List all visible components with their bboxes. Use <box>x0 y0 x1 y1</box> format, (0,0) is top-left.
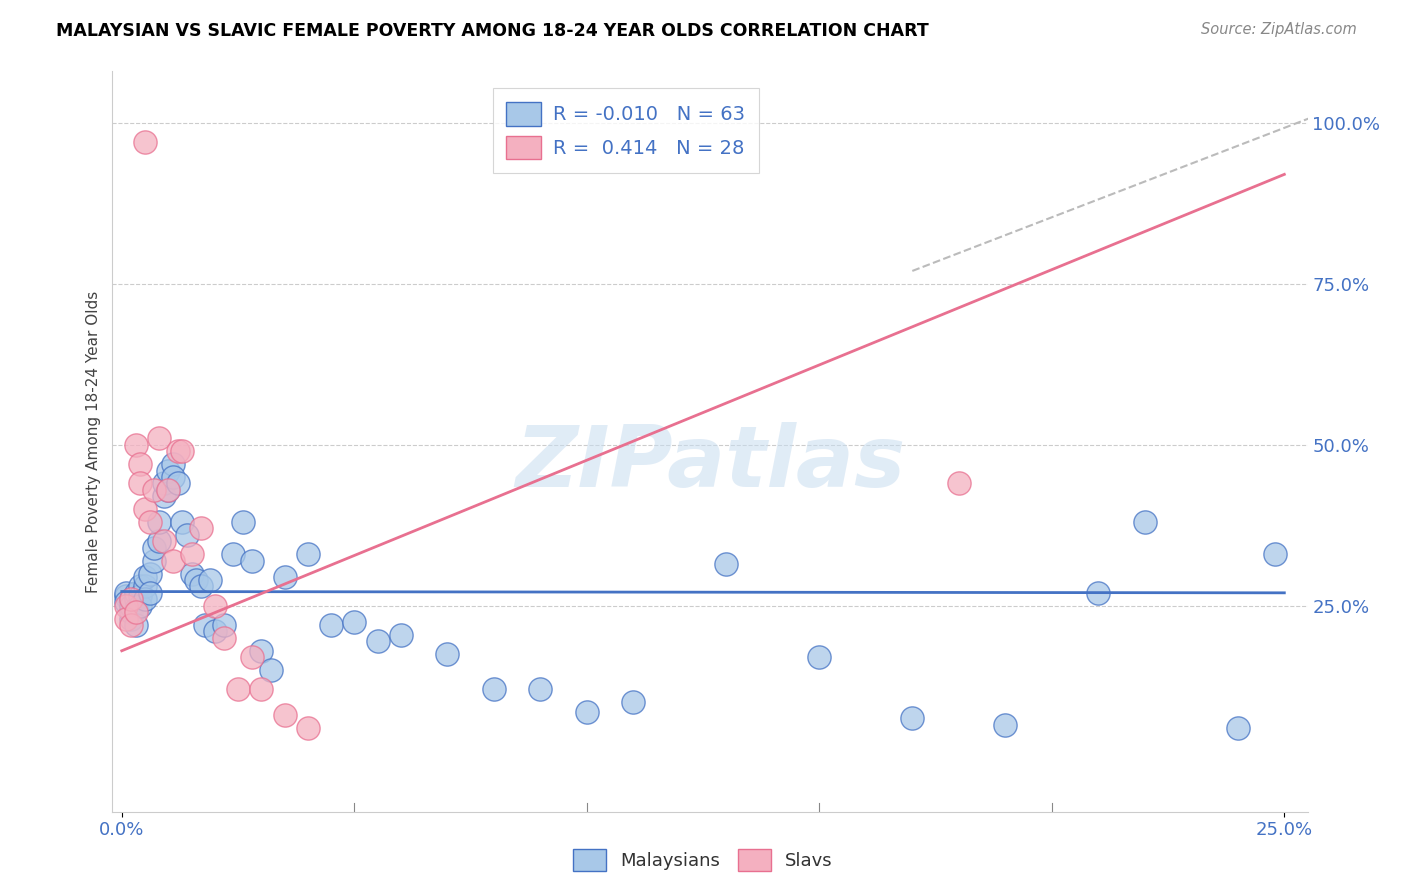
Point <box>273 570 295 584</box>
Point <box>994 718 1017 732</box>
Point <box>176 528 198 542</box>
Point <box>297 721 319 735</box>
Point <box>129 599 152 613</box>
Point <box>166 476 188 491</box>
Point <box>162 457 184 471</box>
Point <box>948 476 970 491</box>
Point <box>152 534 174 549</box>
Point <box>575 705 598 719</box>
Point <box>120 592 142 607</box>
Point <box>226 682 249 697</box>
Point <box>1133 515 1156 529</box>
Point <box>115 595 138 609</box>
Point <box>297 547 319 561</box>
Point <box>134 502 156 516</box>
Point <box>138 566 160 581</box>
Point <box>125 592 148 607</box>
Y-axis label: Female Poverty Among 18-24 Year Olds: Female Poverty Among 18-24 Year Olds <box>86 291 101 592</box>
Point <box>134 135 156 149</box>
Point <box>367 634 389 648</box>
Point <box>143 541 166 555</box>
Legend: Malaysians, Slavs: Malaysians, Slavs <box>567 842 839 879</box>
Point <box>162 470 184 484</box>
Point <box>148 431 170 445</box>
Point <box>273 708 295 723</box>
Point <box>190 521 212 535</box>
Point <box>240 650 263 665</box>
Point <box>808 650 831 665</box>
Point <box>716 557 738 571</box>
Point <box>259 663 281 677</box>
Point <box>129 476 152 491</box>
Point <box>180 547 202 561</box>
Point <box>343 615 366 629</box>
Point <box>172 515 194 529</box>
Point <box>148 534 170 549</box>
Point <box>152 489 174 503</box>
Point <box>319 618 342 632</box>
Point <box>222 547 245 561</box>
Point <box>204 599 226 613</box>
Point <box>1264 547 1286 561</box>
Point <box>157 483 180 497</box>
Point <box>212 618 235 632</box>
Point <box>138 586 160 600</box>
Point <box>250 644 273 658</box>
Point <box>125 586 148 600</box>
Point <box>115 589 138 603</box>
Point <box>232 515 254 529</box>
Point <box>115 586 138 600</box>
Point <box>194 618 217 632</box>
Point <box>250 682 273 697</box>
Point <box>120 592 142 607</box>
Point <box>204 624 226 639</box>
Point <box>529 682 551 697</box>
Point <box>138 515 160 529</box>
Point <box>134 592 156 607</box>
Point <box>129 589 152 603</box>
Point <box>152 476 174 491</box>
Point <box>186 573 208 587</box>
Point <box>1226 721 1249 735</box>
Point <box>129 457 152 471</box>
Point <box>143 554 166 568</box>
Point <box>157 483 180 497</box>
Point <box>148 515 170 529</box>
Point <box>125 618 148 632</box>
Point <box>120 599 142 613</box>
Point <box>120 618 142 632</box>
Point <box>180 566 202 581</box>
Point <box>125 438 148 452</box>
Legend: R = -0.010   N = 63, R =  0.414   N = 28: R = -0.010 N = 63, R = 0.414 N = 28 <box>492 88 759 173</box>
Point <box>172 444 194 458</box>
Point <box>240 554 263 568</box>
Point <box>143 483 166 497</box>
Point <box>162 554 184 568</box>
Point <box>1087 586 1109 600</box>
Point <box>212 631 235 645</box>
Point <box>190 579 212 593</box>
Point <box>129 579 152 593</box>
Text: MALAYSIAN VS SLAVIC FEMALE POVERTY AMONG 18-24 YEAR OLDS CORRELATION CHART: MALAYSIAN VS SLAVIC FEMALE POVERTY AMONG… <box>56 22 929 40</box>
Point <box>482 682 505 697</box>
Point <box>120 611 142 625</box>
Point <box>436 647 458 661</box>
Point <box>901 711 924 725</box>
Point <box>134 570 156 584</box>
Point <box>157 463 180 477</box>
Point <box>621 695 644 709</box>
Text: ZIPatlas: ZIPatlas <box>515 422 905 505</box>
Point <box>389 628 412 642</box>
Point <box>198 573 221 587</box>
Point <box>125 605 148 619</box>
Point <box>166 444 188 458</box>
Text: Source: ZipAtlas.com: Source: ZipAtlas.com <box>1201 22 1357 37</box>
Point <box>120 605 142 619</box>
Point <box>134 579 156 593</box>
Point <box>115 611 138 625</box>
Point <box>125 602 148 616</box>
Point <box>115 599 138 613</box>
